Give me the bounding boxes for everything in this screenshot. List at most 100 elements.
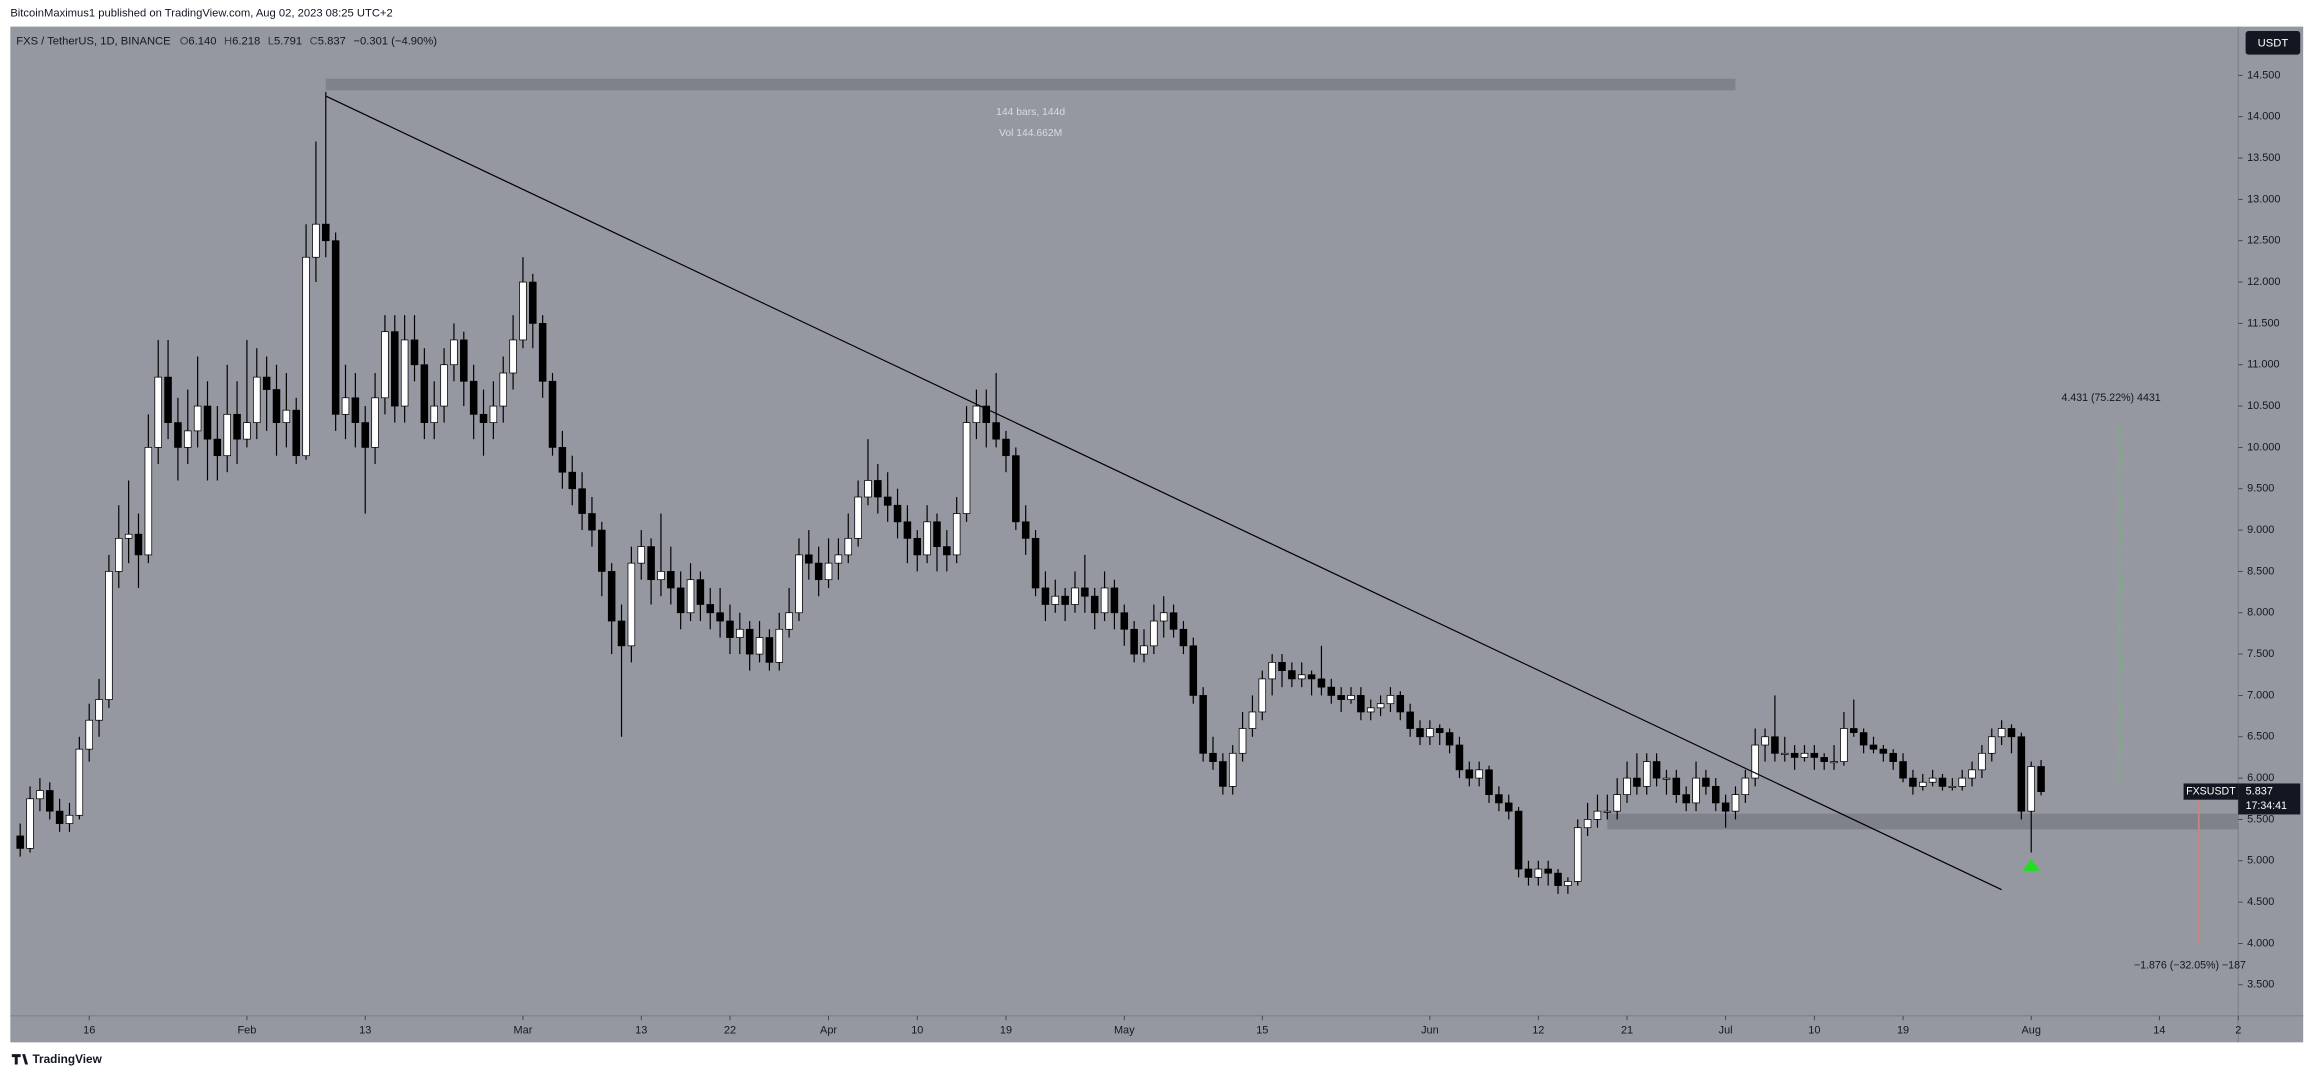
x-tick-label: May: [1114, 1024, 1135, 1036]
candle-body: [144, 447, 153, 556]
candle-body: [883, 496, 892, 506]
ohlc-value: 5.837: [318, 35, 346, 47]
candle-body: [272, 389, 281, 423]
y-tick-label: 10.000: [2247, 441, 2280, 453]
candle-body: [1514, 810, 1523, 870]
y-tick-label: 14.500: [2247, 69, 2280, 81]
candle-body: [745, 628, 754, 655]
ohlc-value: 5.791: [274, 35, 302, 47]
candle-body: [1100, 587, 1109, 614]
candle-body: [1692, 777, 1700, 804]
candle-body: [2017, 736, 2026, 812]
x-tick-label: 22: [724, 1024, 736, 1036]
candle-body: [1928, 777, 1937, 783]
candle-body: [26, 798, 34, 849]
price-zone: [325, 78, 1736, 91]
candle-body: [1583, 819, 1592, 829]
candle-body: [1642, 761, 1651, 787]
candle-body: [686, 579, 695, 614]
x-tick-label: 19: [1000, 1024, 1012, 1036]
candle-body: [1702, 777, 1710, 787]
candle-body: [1623, 777, 1631, 796]
candle-body: [676, 587, 685, 614]
ohlc-value: 6.218: [232, 35, 260, 47]
y-tick-label: 6.000: [2247, 772, 2274, 784]
candle-body: [529, 281, 537, 324]
candle-body: [85, 719, 93, 750]
ohlc-label: O: [180, 35, 189, 47]
currency-button[interactable]: [2245, 31, 2301, 55]
candle-body: [312, 223, 320, 258]
candle-body: [1041, 587, 1050, 605]
currency-label[interactable]: USDT: [2258, 38, 2289, 50]
y-tick-label: 7.500: [2247, 648, 2274, 660]
candle-body: [331, 240, 340, 415]
candle-body: [361, 422, 369, 448]
candle-body: [1879, 748, 1888, 754]
candle-body: [1564, 881, 1572, 886]
candle-body: [667, 571, 675, 589]
plot-area: 144 bars, 144d Vol 144.662M 4.431 (75.22%)…: [16, 78, 2246, 971]
symbol-legend: FXS / TetherUS, 1D, BINANCE O6.140 H6.21…: [16, 35, 437, 47]
candle-body: [1179, 628, 1188, 647]
candle-body: [1051, 595, 1060, 605]
candle-body: [627, 562, 636, 647]
candle-body: [558, 447, 567, 473]
candle-body: [775, 628, 784, 663]
y-tick-label: 9.000: [2247, 524, 2274, 536]
measure-label: 4.431 (75.22%) 4431: [2061, 392, 2160, 404]
candle-body: [75, 748, 84, 816]
candle-body: [1445, 732, 1454, 746]
candle-body: [213, 438, 222, 457]
candle-body: [1199, 695, 1207, 754]
candle-body: [1603, 810, 1612, 813]
y-tick-label: 5.000: [2247, 855, 2274, 867]
signal-arrow: [2022, 859, 2041, 871]
candle-body: [913, 537, 922, 556]
x-tick-label: 10: [911, 1024, 923, 1036]
candle-body: [933, 521, 941, 547]
candle-body: [1317, 678, 1326, 688]
candle-body: [1455, 744, 1464, 771]
measure-label: −1.876 (−32.05%) −187: [2134, 959, 2246, 971]
y-tick-label: 7.000: [2247, 689, 2274, 701]
candle-body: [440, 364, 448, 407]
price-badge: [2238, 783, 2301, 815]
candle-body: [65, 814, 74, 824]
candle-body: [824, 562, 833, 581]
candle-body: [115, 537, 123, 572]
candle-body: [203, 405, 212, 440]
candle-body: [95, 699, 103, 721]
candle-body: [1958, 777, 1966, 787]
candle-body: [785, 612, 793, 630]
candle-body: [1593, 810, 1602, 820]
candle-body: [1150, 620, 1158, 647]
candle-body: [164, 376, 172, 423]
candle-body: [805, 554, 813, 564]
candle-body: [1613, 794, 1621, 812]
candle-body: [1524, 868, 1533, 878]
candle-body: [1307, 674, 1316, 680]
y-tick-label: 11.500: [2247, 317, 2280, 329]
candle-body: [1031, 537, 1040, 589]
y-tick-label: 3.500: [2247, 979, 2274, 991]
candle-body: [1337, 695, 1345, 700]
candle-body: [706, 604, 715, 614]
candle-body: [1297, 674, 1306, 680]
candle-body: [469, 380, 478, 415]
candle-body: [1573, 827, 1582, 882]
candle-body: [282, 409, 291, 423]
candle-body: [1554, 872, 1562, 886]
candle-body: [243, 422, 251, 440]
y-tick-label: 12.500: [2247, 235, 2280, 247]
candle-body: [1396, 695, 1405, 713]
candle-body: [1859, 732, 1868, 746]
candle-body: [1682, 794, 1690, 804]
candle-body: [972, 405, 981, 423]
candle-body: [1780, 752, 1789, 755]
candle-body: [1416, 728, 1424, 738]
candle-body: [1850, 728, 1858, 733]
candle-body: [716, 612, 724, 622]
candle-body: [1140, 645, 1148, 655]
candle-body: [765, 637, 774, 663]
